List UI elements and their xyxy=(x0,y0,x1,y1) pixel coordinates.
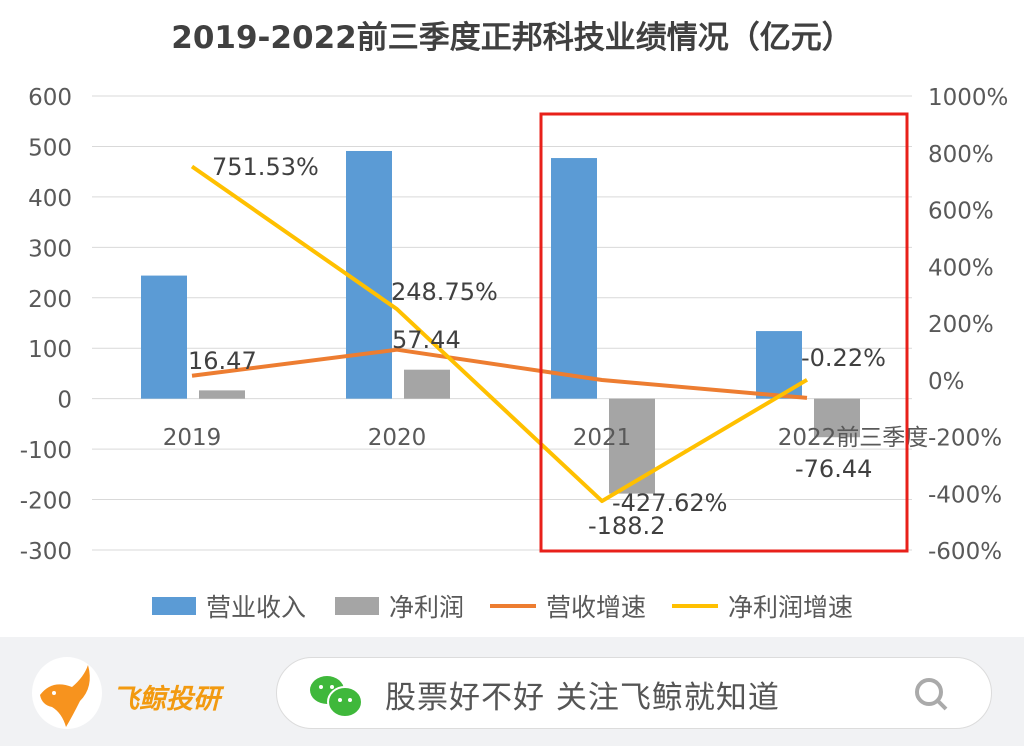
data-label-net-profit: -188.2 xyxy=(588,512,665,540)
search-bar[interactable]: 股票好不好 关注飞鲸就知道 xyxy=(276,657,992,729)
y2-tick-label: 800% xyxy=(928,142,994,168)
legend-swatch xyxy=(335,597,379,615)
x-tick-label: 2020 xyxy=(368,425,427,451)
line-net-profit-growth xyxy=(190,164,809,504)
y-tick-label: 200 xyxy=(28,287,72,313)
y2-tick-label: 400% xyxy=(928,255,994,281)
fish-logo-icon xyxy=(32,657,102,729)
legend-label: 净利润 xyxy=(389,593,464,622)
x-tick-label: 2021 xyxy=(573,425,632,451)
data-label-net-profit: -76.44 xyxy=(795,455,872,483)
line-revenue-growth xyxy=(191,347,808,400)
y-tick-label: 600 xyxy=(28,85,72,111)
y-tick-label: 100 xyxy=(28,337,72,363)
y-tick-label: -300 xyxy=(20,539,72,565)
legend-label: 营业收入 xyxy=(206,593,306,622)
search-icon[interactable] xyxy=(913,676,949,716)
y2-tick-label: -600% xyxy=(928,539,1002,565)
y2-tick-label: 0% xyxy=(928,369,965,395)
bar-net-profit xyxy=(814,398,860,438)
wechat-icon xyxy=(307,672,367,726)
chart-title: 2019-2022前三季度正邦科技业绩情况（亿元） xyxy=(171,20,852,56)
data-label-net-profit-growth: 248.75% xyxy=(391,278,498,306)
data-label-net-profit-growth: -427.62% xyxy=(612,489,727,517)
data-label-net-profit-growth: -0.22% xyxy=(801,344,886,372)
y2-tick-label: 1000% xyxy=(928,85,1008,111)
data-label-net-profit: 57.44 xyxy=(392,326,461,354)
legend-label: 净利润增速 xyxy=(728,593,853,622)
bar-net-profit xyxy=(199,390,245,399)
y2-tick-label: 600% xyxy=(928,199,994,225)
bar-revenue xyxy=(141,275,187,399)
x-tick-label: 2019 xyxy=(163,425,222,451)
legend-label: 营收增速 xyxy=(546,593,646,622)
y-tick-label: 500 xyxy=(28,135,72,161)
highlight-box xyxy=(539,112,909,553)
y-tick-label: -100 xyxy=(20,438,72,464)
y-tick-label: 0 xyxy=(57,388,72,414)
brand-name: 飞鲸投研 xyxy=(112,684,220,715)
slogan: 股票好不好 关注飞鲸就知道 xyxy=(385,680,780,716)
y2-tick-label: -200% xyxy=(928,426,1002,452)
bar-revenue xyxy=(551,158,597,399)
footer: 飞鲸投研 股票好不好 关注飞鲸就知道 xyxy=(0,637,1024,746)
y-tick-label: 300 xyxy=(28,236,72,262)
y-tick-label: 400 xyxy=(28,186,72,212)
bar-net-profit xyxy=(404,369,450,399)
chart: 2019-2022前三季度正邦科技业绩情况（亿元） 600 500 400 300 200… xyxy=(20,20,1009,622)
bar-revenue xyxy=(346,150,392,399)
x-tick-label: 2022前三季度 xyxy=(778,425,929,451)
data-label-net-profit: 16.47 xyxy=(188,347,257,375)
y-tick-label: -200 xyxy=(20,489,72,515)
y2-tick-label: 200% xyxy=(928,312,994,338)
y2-tick-label: -400% xyxy=(928,482,1002,508)
legend-swatch xyxy=(152,597,196,615)
data-label-net-profit-growth: 751.53% xyxy=(212,153,319,181)
bar-net-profit xyxy=(609,398,655,494)
